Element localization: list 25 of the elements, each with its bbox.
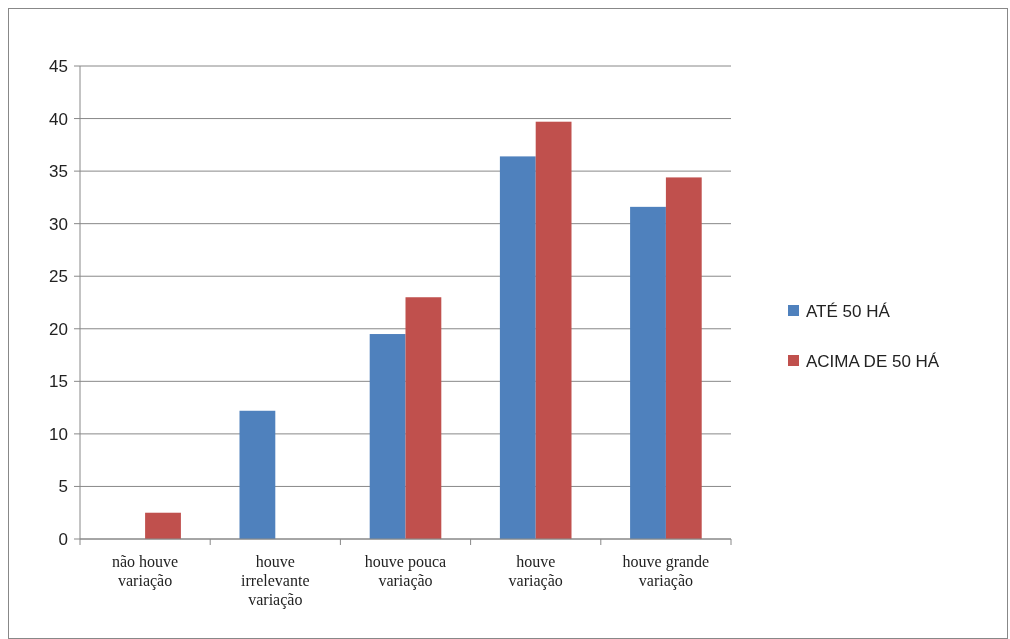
x-tick-label: não houve variação (112, 553, 179, 590)
x-tick-label: houve irrelevante variação (241, 553, 310, 609)
bar (239, 410, 276, 539)
legend-label: ACIMA DE 50 HÁ (806, 351, 940, 371)
bar (630, 206, 666, 539)
y-tick-label: 45 (49, 56, 68, 76)
bar (535, 121, 572, 539)
bar (665, 177, 702, 539)
legend-label: ATÉ 50 HÁ (806, 301, 891, 321)
bar (369, 334, 406, 539)
bar (499, 156, 536, 539)
y-tick-label: 0 (58, 529, 68, 549)
y-tick-label: 35 (49, 162, 68, 182)
y-tick-label: 10 (49, 424, 68, 444)
y-tick-label: 15 (49, 372, 68, 392)
bar (405, 297, 442, 539)
x-tick-label: houve variação (508, 553, 563, 590)
bar (145, 512, 181, 539)
x-tick-label: houve grande variação (622, 553, 710, 590)
x-tick-label: houve pouca variação (364, 553, 447, 590)
y-tick-label: 20 (49, 319, 68, 339)
y-tick-label: 30 (49, 214, 68, 234)
y-tick-label: 40 (49, 109, 68, 129)
y-tick-label: 5 (58, 477, 68, 497)
y-tick-label: 25 (49, 267, 68, 287)
